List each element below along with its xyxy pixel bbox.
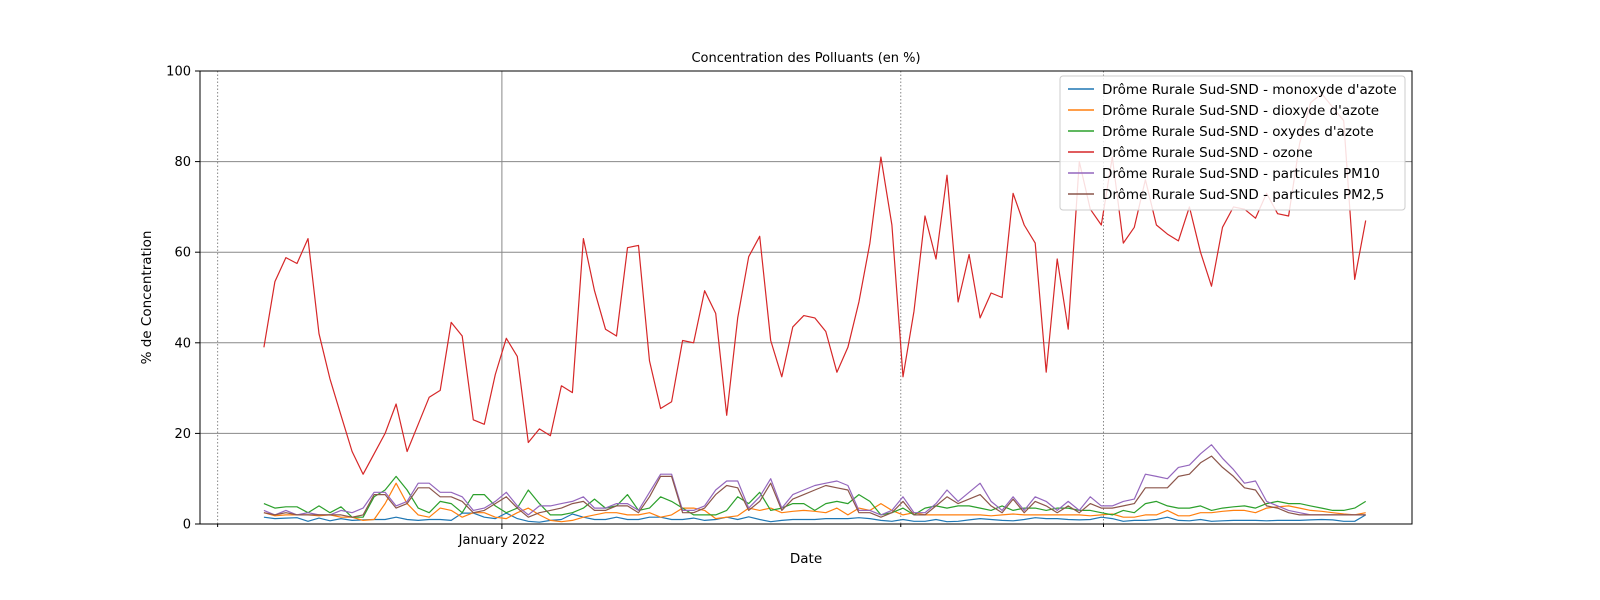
series-line [263, 455, 1366, 518]
y-tick-label: 60 [174, 246, 191, 261]
y-tick-label: 80 [174, 155, 191, 170]
y-tick-label: 20 [174, 427, 191, 442]
series-line [263, 512, 1367, 523]
y-axis-label: % de Concentration [139, 231, 155, 365]
series-lines [263, 93, 1367, 523]
legend-label: Drôme Rurale Sud-SND - ozone [1102, 145, 1313, 161]
axes: 0 20 40 60 80 100 January 2022 [166, 65, 1413, 548]
legend-label: Drôme Rurale Sud-SND - dioxyde d'azote [1102, 103, 1379, 119]
y-tick-label: 100 [166, 65, 191, 80]
series-line [263, 93, 1367, 475]
series-line [263, 444, 1366, 516]
legend-box [1059, 75, 1406, 211]
series-line [263, 475, 1367, 518]
x-tick-label: January 2022 [458, 533, 546, 548]
legend: Drôme Rurale Sud-SND - monoxyde d'azote D… [1059, 75, 1406, 211]
x-axis-label: Date [790, 551, 822, 567]
legend-label: Drôme Rurale Sud-SND - oxydes d'azote [1102, 124, 1374, 140]
plot-frame [199, 70, 1413, 525]
legend-label: Drôme Rurale Sud-SND - monoxyde d'azote [1102, 82, 1397, 98]
legend-label: Drôme Rurale Sud-SND - particules PM10 [1102, 166, 1380, 182]
chart-title: Concentration des Polluants (en %) [691, 51, 920, 66]
legend-label: Drôme Rurale Sud-SND - particules PM2,5 [1102, 187, 1384, 203]
series-line [263, 482, 1366, 523]
y-tick-label: 40 [174, 336, 191, 351]
y-tick-label: 0 [183, 518, 191, 533]
